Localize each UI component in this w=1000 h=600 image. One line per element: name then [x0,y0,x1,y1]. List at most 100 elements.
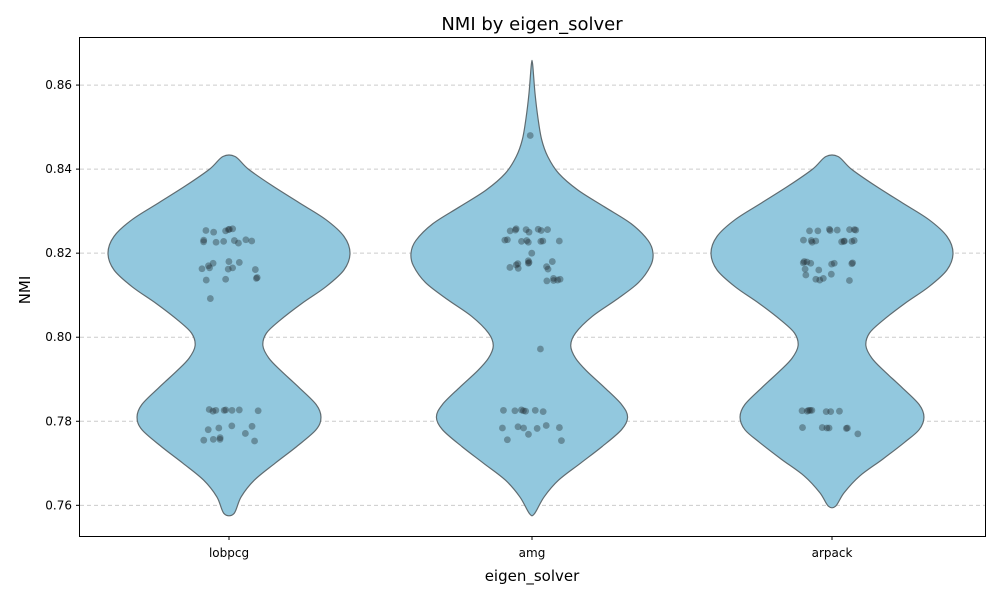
data-point [206,264,213,272]
data-point [200,238,207,246]
data-point [241,430,249,437]
data-point [248,422,256,430]
data-point [806,406,814,414]
data-point [235,406,243,414]
data-point [550,274,557,282]
data-point [548,258,556,265]
data-point [550,277,558,284]
y-tick-label: 0.78 [45,414,72,428]
data-point [501,236,509,244]
data-point [506,227,514,235]
data-point [849,259,856,267]
data-point [808,238,816,246]
data-point [202,276,210,284]
data-point [523,237,531,244]
data-point [848,260,856,268]
data-point [229,225,237,233]
data-point [520,407,527,415]
data-point [852,226,860,234]
data-point [830,259,838,267]
data-point [212,238,220,246]
data-point [210,228,218,236]
data-point [522,407,530,415]
violin-arpack [710,154,954,509]
y-tick-label: 0.80 [45,330,72,344]
data-point [825,424,833,432]
data-point [224,265,232,273]
data-point [534,225,542,233]
data-point [833,226,841,234]
data-point [818,424,826,431]
data-point [525,259,533,266]
data-point [801,265,809,273]
data-point [537,238,545,245]
data-point [543,263,550,271]
data-point [512,225,520,233]
data-point [512,226,519,234]
data-point [841,237,848,245]
data-point [253,274,261,281]
data-point [802,271,810,279]
data-point [209,407,217,415]
data-point [812,275,820,283]
data-point [539,237,547,245]
data-point [514,423,522,431]
data-point [229,264,237,272]
data-point [228,406,236,414]
data-point [225,225,233,233]
data-point [525,430,532,438]
data-point [220,238,228,245]
data-point [222,406,230,414]
data-point [800,258,808,265]
data-point [209,435,217,443]
data-point [838,238,846,246]
data-point [235,259,243,266]
data-point [225,226,232,234]
data-point [215,424,223,432]
data-point [558,437,565,444]
data-point [511,407,519,415]
data-point [822,408,830,416]
violins [107,59,954,517]
data-point [235,239,242,247]
data-point [531,406,539,414]
data-point [799,259,807,267]
data-point [503,436,511,444]
data-point [514,264,522,272]
x-tick-label: arpack [812,546,853,560]
data-point [198,265,206,273]
data-point [803,407,811,415]
y-tick-label: 0.86 [45,78,72,92]
data-point [512,261,520,269]
data-point [544,265,552,273]
data-point [842,425,850,432]
data-point [518,238,525,245]
data-point [846,277,853,284]
data-point [850,226,858,234]
data-point [556,275,564,283]
data-point [836,407,843,415]
data-point [805,406,812,414]
data-point [514,260,522,268]
data-point [248,237,256,245]
data-point [819,274,827,282]
data-point [555,424,563,431]
data-point [539,408,547,416]
data-point [814,227,822,235]
data-point [806,227,813,235]
data-point [524,259,532,267]
data-point [798,407,806,415]
chart-title: NMI by eigen_solver [441,14,623,35]
data-point [252,274,260,282]
data-point [200,436,208,444]
data-point [500,406,507,414]
data-point [216,434,224,442]
data-point [216,435,224,443]
data-point [242,236,250,244]
data-point [533,425,541,432]
data-point [204,426,212,434]
data-point [537,345,544,353]
data-point [808,406,816,414]
data-point [843,424,851,432]
data-point [220,406,228,414]
